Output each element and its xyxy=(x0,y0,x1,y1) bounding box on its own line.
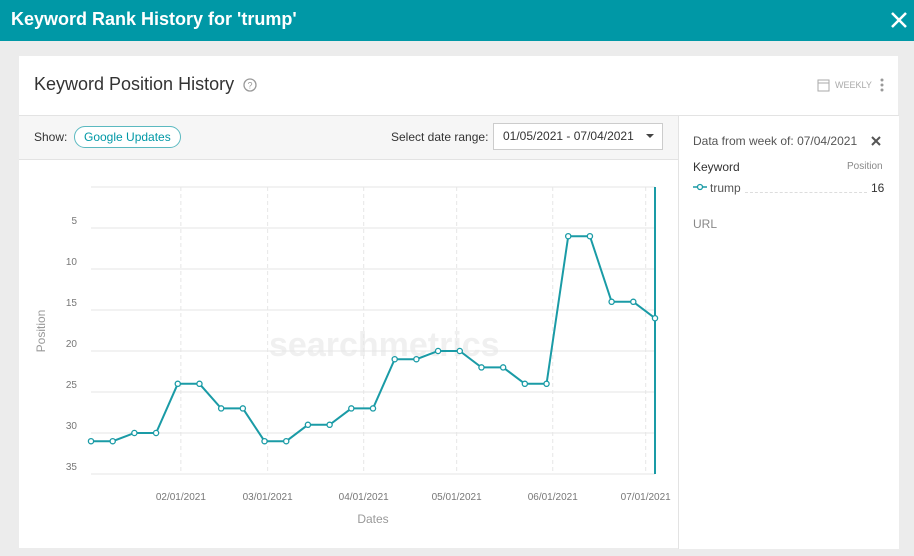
data-point xyxy=(196,380,203,388)
menu-icon[interactable] xyxy=(879,77,885,93)
data-point xyxy=(651,314,659,322)
data-point xyxy=(564,232,572,240)
details-panel xyxy=(678,115,899,549)
data-point xyxy=(391,355,398,363)
week-date: 07/04/2021 xyxy=(797,134,858,148)
x-tick-label: 07/01/2021 xyxy=(621,492,671,503)
x-tick-label: 04/01/2021 xyxy=(339,492,389,503)
data-point xyxy=(499,364,507,371)
data-point xyxy=(348,405,355,412)
url-label: URL xyxy=(693,217,718,231)
watermark: searchmetrics xyxy=(269,326,500,364)
x-tick-label: 03/01/2021 xyxy=(243,492,293,503)
data-point xyxy=(217,405,225,412)
data-point xyxy=(521,380,529,388)
data-point xyxy=(608,298,615,306)
interval-label[interactable]: WEEKLY xyxy=(835,80,872,90)
help-icon[interactable]: ? xyxy=(243,78,257,92)
x-axis-label: Dates xyxy=(357,512,388,526)
x-tick-label: 06/01/2021 xyxy=(528,492,578,503)
x-tick-label: 05/01/2021 xyxy=(432,492,482,503)
y-tick-label: 5 xyxy=(71,216,77,227)
data-point xyxy=(586,232,594,240)
show-label: Show: xyxy=(34,130,68,144)
header xyxy=(0,0,914,41)
data-point xyxy=(478,364,485,371)
x-tick-label: 02/01/2021 xyxy=(156,492,206,503)
legend-symbol xyxy=(693,183,707,191)
data-point xyxy=(456,347,464,355)
close-button[interactable] xyxy=(890,11,908,29)
data-point xyxy=(304,421,312,429)
header-title: Keyword Rank History for 'trump' xyxy=(11,9,297,29)
panel-close[interactable] xyxy=(871,136,881,146)
legend-keyword: trump xyxy=(710,181,741,195)
leader-line xyxy=(745,192,867,193)
y-tick-label: 25 xyxy=(66,380,78,391)
y-tick-label: 20 xyxy=(66,339,78,350)
svg-text:?: ? xyxy=(247,81,252,91)
date-range-value: 01/05/2021 - 07/04/2021 xyxy=(503,129,634,143)
data-point xyxy=(109,437,116,445)
y-tick-label: 10 xyxy=(66,257,78,268)
keyword-header: Keyword xyxy=(693,160,740,174)
google-updates-toggle[interactable]: Google Updates xyxy=(74,126,181,148)
data-point xyxy=(630,298,637,306)
position-header: Position xyxy=(847,161,883,172)
data-point xyxy=(261,437,268,445)
dropdown-arrow xyxy=(646,134,654,138)
data-point xyxy=(174,380,182,388)
data-point xyxy=(152,429,160,437)
data-point xyxy=(543,380,550,388)
week-label: Data from week of: xyxy=(693,134,794,148)
y-tick-label: 15 xyxy=(66,298,78,309)
data-point xyxy=(239,405,247,412)
legend-position: 16 xyxy=(871,181,885,195)
chart: searchmetrics Position Dates 5 10 15 20 25 30… xyxy=(34,186,671,526)
data-point xyxy=(413,355,420,363)
data-point xyxy=(87,437,95,445)
calendar-icon xyxy=(817,79,830,92)
data-point xyxy=(369,405,377,412)
y-tick-label: 30 xyxy=(66,421,78,432)
date-range-dropdown[interactable] xyxy=(493,123,663,150)
card-title: Keyword Position History xyxy=(34,74,235,94)
data-point xyxy=(434,347,442,355)
y-tick-label: 35 xyxy=(66,462,78,473)
data-point xyxy=(282,437,290,445)
date-range-label: Select date range: xyxy=(391,130,489,144)
y-axis-label: Position xyxy=(34,310,48,353)
data-point xyxy=(131,429,138,437)
data-point xyxy=(326,421,333,429)
